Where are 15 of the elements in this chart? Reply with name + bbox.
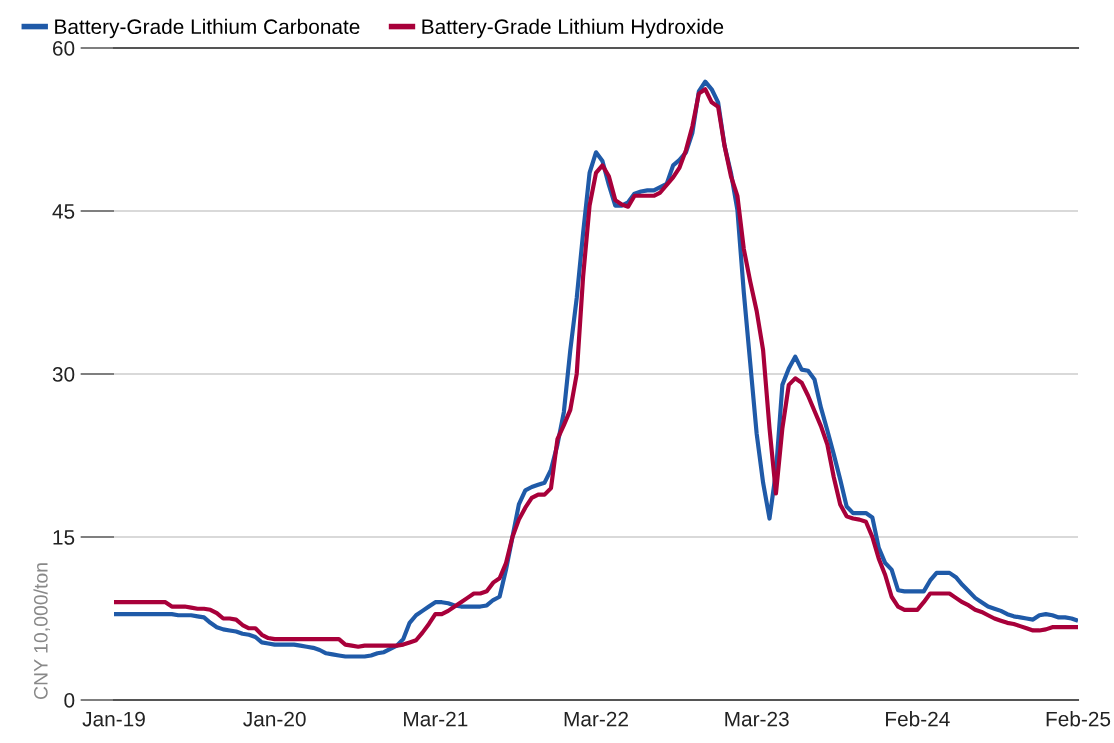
- x-tick-label: Mar-23: [725, 711, 789, 727]
- y-tick-label: 15: [53, 530, 75, 545]
- x-tick-label: Jan-20: [243, 711, 306, 727]
- x-tick-label: Feb-24: [886, 711, 950, 727]
- y-tick-label: 45: [52, 204, 75, 219]
- y-axis-title: CNY 10,000/ton: [33, 563, 50, 700]
- legend-label: Battery-Grade Lithium Carbonate: [55, 18, 360, 39]
- y-tick-label: 60: [53, 41, 75, 56]
- y-tick-label: 0: [64, 693, 75, 708]
- legend-label: Battery-Grade Lithium Hydroxide: [422, 18, 724, 39]
- y-tick-label: 30: [52, 367, 75, 382]
- x-tick-label: Feb-25: [1046, 711, 1111, 727]
- x-tick-label: Jan-19: [82, 711, 145, 727]
- x-tick-label: Mar-22: [564, 711, 628, 727]
- x-tick-label: Mar-21: [404, 711, 468, 727]
